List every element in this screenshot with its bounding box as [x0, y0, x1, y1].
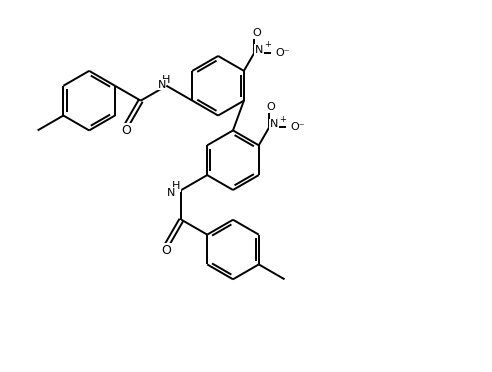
Text: H: H [172, 181, 181, 191]
Text: O: O [121, 124, 131, 137]
Text: O⁻: O⁻ [290, 122, 305, 132]
Text: O: O [267, 102, 276, 112]
Text: N: N [157, 80, 166, 90]
Text: N: N [255, 45, 264, 55]
Text: N: N [270, 119, 278, 129]
Text: O: O [252, 28, 261, 38]
Text: +: + [279, 115, 286, 124]
Text: O: O [161, 244, 172, 257]
Text: N: N [167, 188, 176, 198]
Text: +: + [264, 41, 271, 49]
Text: O⁻: O⁻ [276, 48, 290, 58]
Text: H: H [162, 75, 171, 85]
